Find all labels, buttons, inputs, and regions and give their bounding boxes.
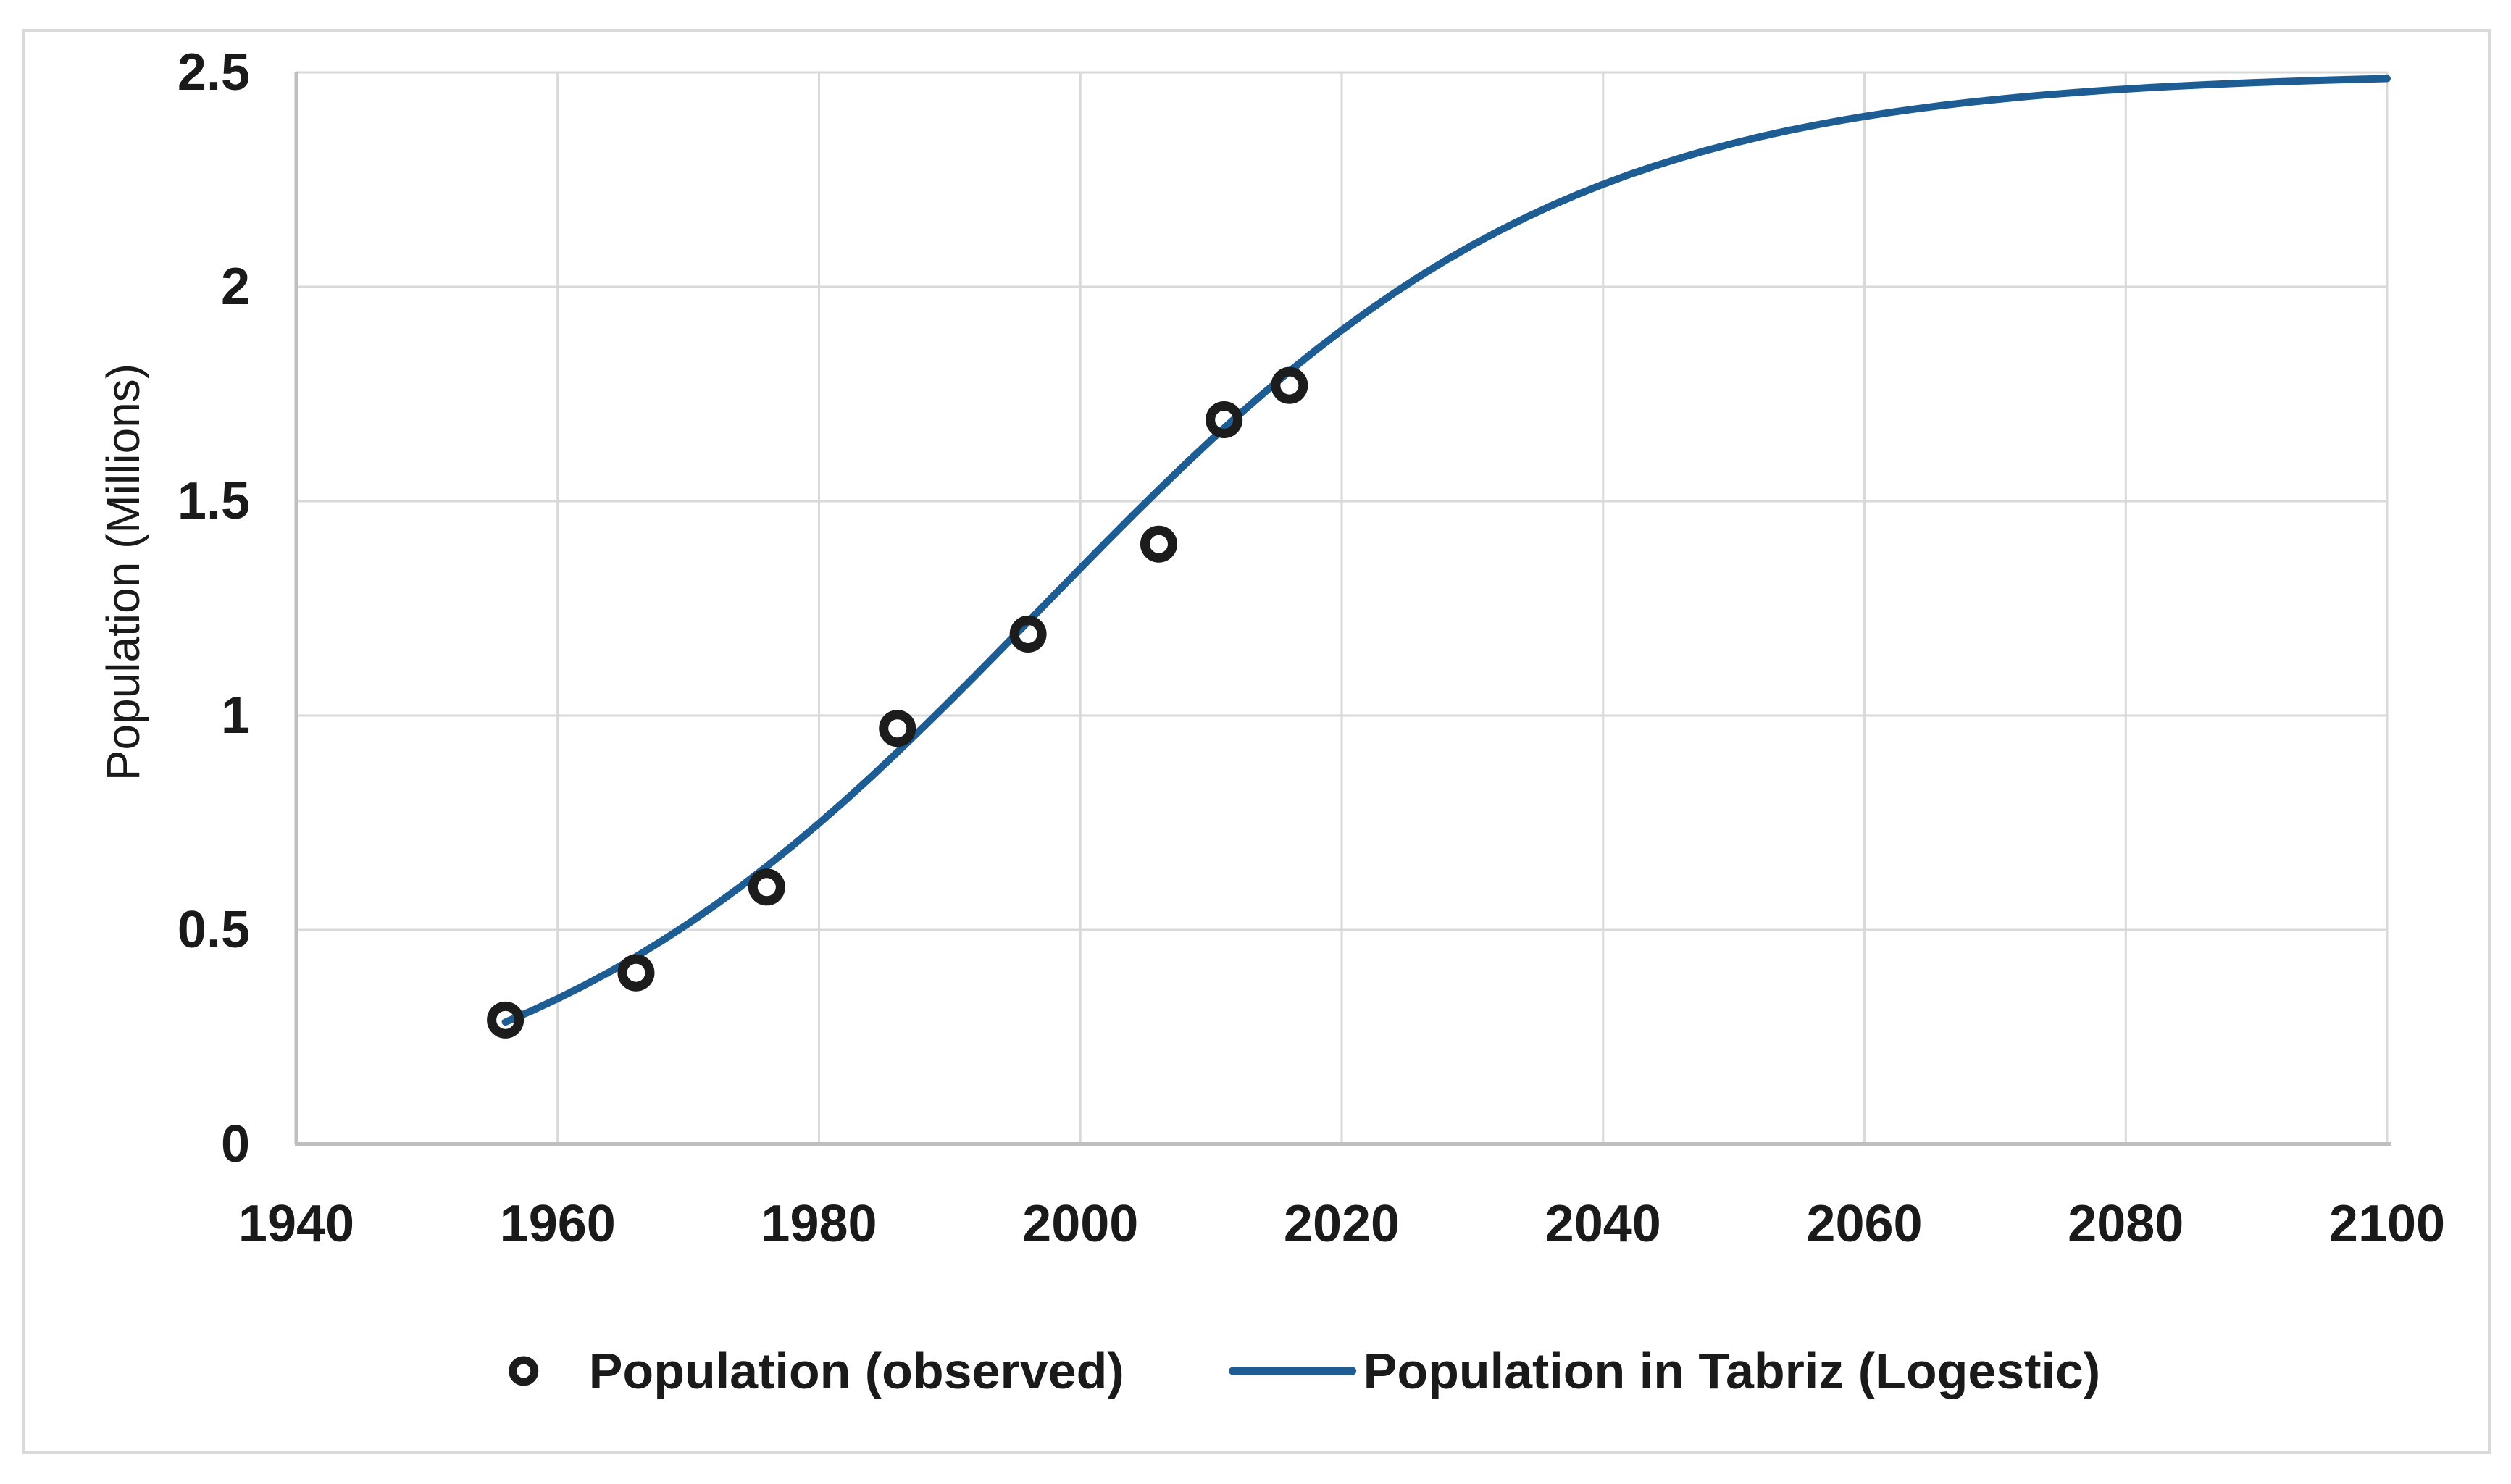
x-tick-label: 2060 <box>1806 1195 1922 1253</box>
x-tick-label: 1960 <box>500 1195 616 1253</box>
x-tick-label: 2040 <box>1545 1195 1661 1253</box>
observed-point <box>1009 616 1047 653</box>
x-tick-label: 2100 <box>2329 1195 2445 1253</box>
y-tick-label: 1.5 <box>177 472 250 530</box>
x-tick-label: 2080 <box>2068 1195 2184 1253</box>
y-tick-label: 1 <box>221 687 250 745</box>
observed-point <box>879 710 916 747</box>
y-axis-title: Population (Millions) <box>97 364 149 781</box>
observed-point <box>1206 401 1243 439</box>
observed-point <box>1271 366 1308 404</box>
x-tick-label: 1940 <box>238 1195 354 1253</box>
chart-frame <box>22 29 2491 1454</box>
x-tick-label: 2000 <box>1022 1195 1138 1253</box>
logistic-curve-line <box>501 75 2391 1026</box>
x-tick-label: 2020 <box>1284 1195 1400 1253</box>
x-tick-label: 1980 <box>761 1195 877 1253</box>
y-tick-label: 2 <box>221 258 250 316</box>
legend-label-logistic: Population in Tabriz (Logestic) <box>1363 1343 2101 1399</box>
legend: Population (observed) Population in Tabri… <box>509 1343 2101 1399</box>
legend-observed-marker-icon <box>509 1356 539 1386</box>
y-tick-label: 0.5 <box>177 901 250 959</box>
y-tick-label: 0 <box>221 1115 250 1173</box>
observed-point <box>748 868 785 906</box>
legend-label-observed: Population (observed) <box>589 1343 1124 1399</box>
observed-point <box>1140 525 1177 563</box>
observed-point <box>617 954 655 992</box>
observed-point <box>487 1001 525 1039</box>
y-tick-label: 2.5 <box>177 43 250 101</box>
